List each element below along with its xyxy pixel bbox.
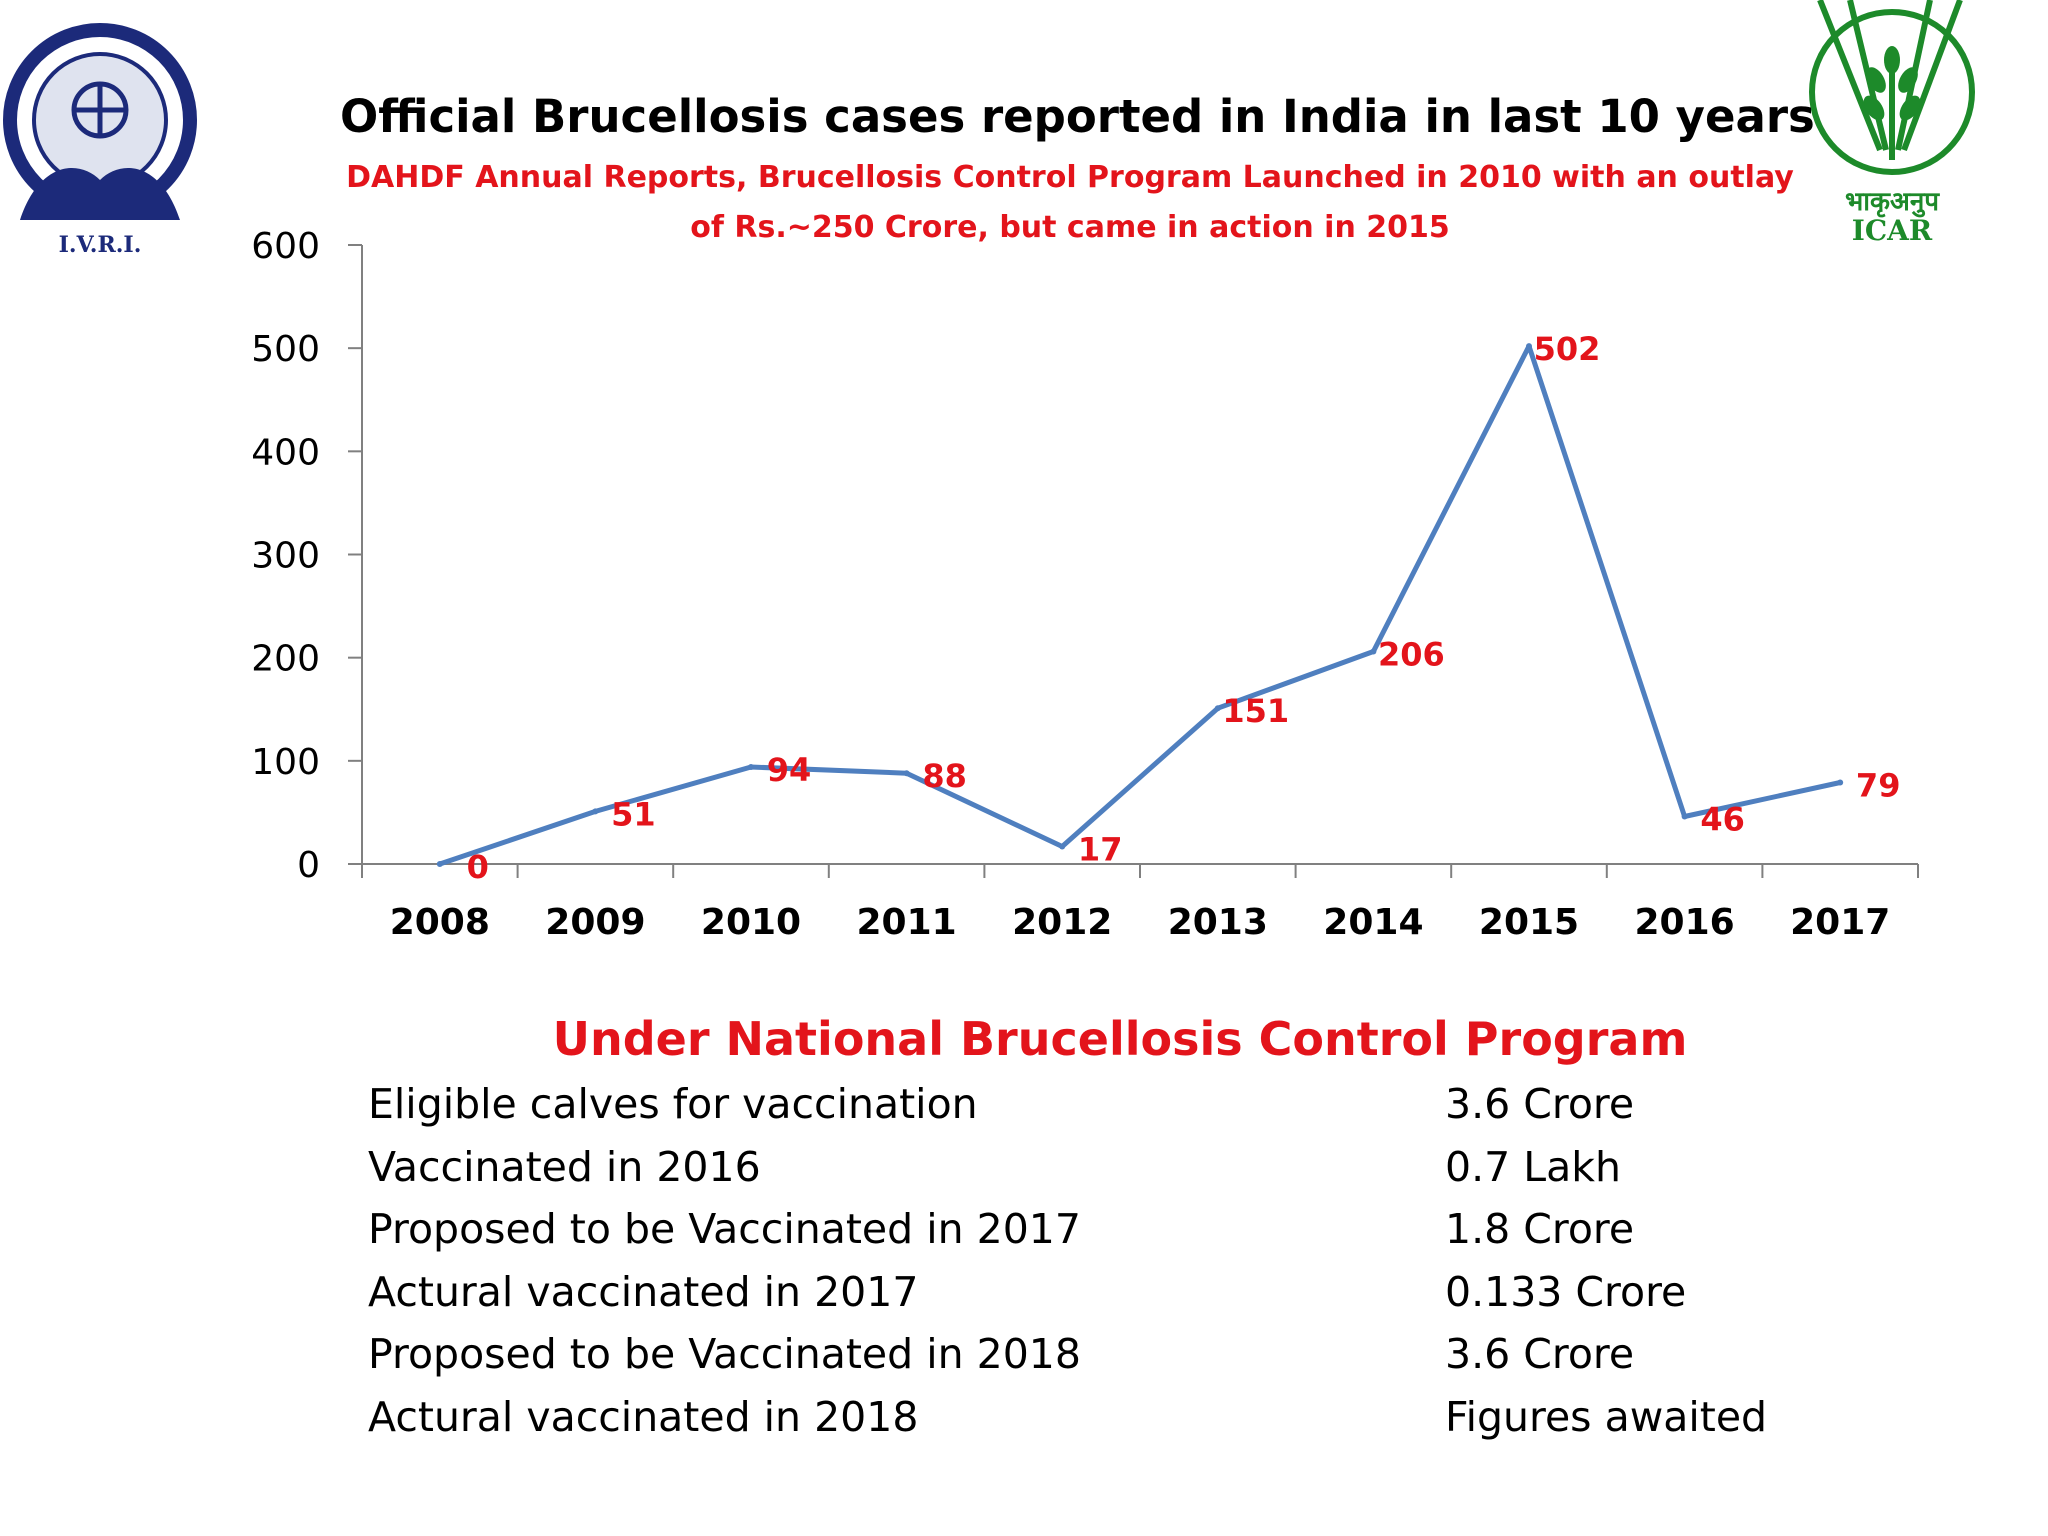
y-tick-label: 600 xyxy=(251,226,320,267)
program-row-value: 1.8 Crore xyxy=(1445,1205,1635,1253)
x-tick-label: 2011 xyxy=(856,902,956,943)
program-row-label: Actural vaccinated in 2018 xyxy=(368,1392,919,1441)
x-tick-label: 2017 xyxy=(1790,902,1890,943)
data-point xyxy=(592,808,599,815)
program-row-label: Proposed to be Vaccinated in 2017 xyxy=(368,1205,1081,1253)
x-tick-label: 2014 xyxy=(1323,902,1423,943)
x-tick-label: 2012 xyxy=(1012,902,1112,943)
x-tick-label: 2015 xyxy=(1479,902,1579,943)
series xyxy=(436,343,1844,867)
y-tick-label: 300 xyxy=(251,536,320,577)
program-row-value: 0.133 Crore xyxy=(1445,1267,1687,1316)
program-row-value: 0.7 Lakh xyxy=(1445,1142,1621,1191)
x-axis: 2008 2009 2010 2011 2012 2013 2014 2015 2016 2017 xyxy=(348,863,1919,943)
program-heading: Under National Brucellosis Control Progr… xyxy=(552,1012,1688,1066)
data-point xyxy=(1526,343,1532,350)
program-row-value: Figures awaited xyxy=(1445,1392,1768,1441)
data-label: 502 xyxy=(1534,330,1601,368)
x-tick-label: 2013 xyxy=(1168,902,1268,943)
x-tick-label: 2010 xyxy=(701,902,801,943)
data-label: 151 xyxy=(1222,692,1289,730)
program-row-label: Vaccinated in 2016 xyxy=(368,1142,761,1191)
y-axis: 0 100 200 300 400 500 600 xyxy=(251,226,363,886)
data-point xyxy=(1681,813,1688,820)
icar-logo-devanagari: भाकृअनुप xyxy=(1845,187,1940,218)
data-point xyxy=(1837,779,1844,786)
data-point xyxy=(1059,843,1066,850)
data-label: 0 xyxy=(467,848,489,886)
data-point xyxy=(436,861,443,867)
series-line xyxy=(438,343,1841,867)
program-row: Actural vaccinated in 2018 Figures awaite… xyxy=(368,1393,1868,1455)
chart-title: Official Brucellosis cases reported in I… xyxy=(340,90,1815,143)
program-row-label: Actural vaccinated in 2017 xyxy=(368,1267,919,1316)
data-labels: 0 51 94 88 17 151 206 502 46 79 xyxy=(467,330,1901,886)
data-label: 51 xyxy=(611,795,656,833)
x-tick-label: 2008 xyxy=(390,902,490,943)
data-point xyxy=(903,770,910,777)
data-label: 206 xyxy=(1378,635,1445,673)
x-tick-label: 2009 xyxy=(545,902,645,943)
data-label: 46 xyxy=(1700,801,1745,839)
ivri-logo: I.V.R.I. xyxy=(3,23,197,258)
data-label: 79 xyxy=(1856,766,1901,804)
program-row: Proposed to be Vaccinated in 2018 3.6 Cro… xyxy=(368,1330,1868,1392)
y-tick-label: 500 xyxy=(251,329,320,370)
data-label: 94 xyxy=(767,751,812,789)
y-tick-label: 0 xyxy=(297,845,320,886)
data-label: 17 xyxy=(1078,830,1123,868)
ivri-logo-text: I.V.R.I. xyxy=(59,232,142,258)
chart-subtitle-line1: DAHDF Annual Reports, Brucellosis Contro… xyxy=(346,160,1794,195)
program-row-value: 3.6 Crore xyxy=(1445,1080,1635,1128)
icar-logo-text: ICAR xyxy=(1852,214,1933,247)
program-row: Eligible calves for vaccination 3.6 Crore xyxy=(368,1080,1868,1142)
y-tick-label: 100 xyxy=(251,742,320,783)
data-point xyxy=(1370,648,1377,655)
y-tick-label: 400 xyxy=(251,432,320,473)
program-row: Vaccinated in 2016 0.7 Lakh xyxy=(368,1143,1868,1205)
y-tick-label: 200 xyxy=(251,639,320,680)
program-row: Proposed to be Vaccinated in 2017 1.8 Cro… xyxy=(368,1205,1868,1267)
program-row-value: 3.6 Crore xyxy=(1445,1330,1635,1378)
x-tick-label: 2016 xyxy=(1634,902,1734,943)
icar-logo: भाकृअनुप ICAR xyxy=(1809,0,1975,247)
line-chart: 0 100 200 300 400 500 600 2008 2009 2010 2011 2012… xyxy=(251,226,1919,943)
data-label: 88 xyxy=(922,757,967,795)
data-point xyxy=(1214,705,1221,712)
program-row-label: Proposed to be Vaccinated in 2018 xyxy=(368,1330,1081,1378)
data-point xyxy=(748,764,754,771)
program-row-label: Eligible calves for vaccination xyxy=(368,1080,978,1128)
program-row: Actural vaccinated in 2017 0.133 Crore xyxy=(368,1268,1868,1330)
chart-subtitle-line2: of Rs.~250 Crore, but came in action in … xyxy=(690,210,1450,245)
